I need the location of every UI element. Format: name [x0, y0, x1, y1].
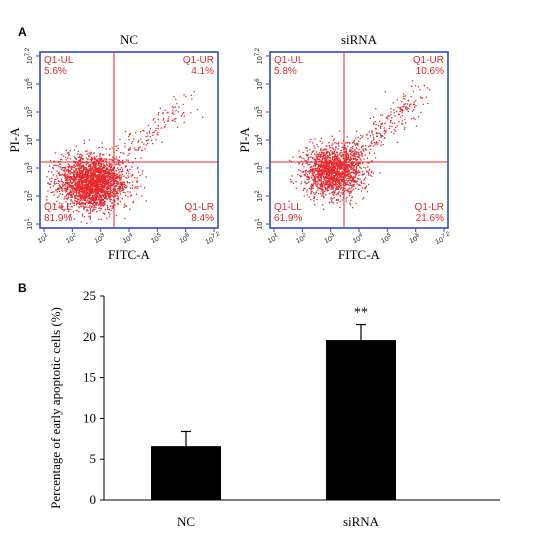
y-tick-label: 0 — [90, 492, 97, 507]
y-tick-label: 103 — [255, 162, 264, 174]
bar-sirna — [326, 340, 396, 500]
x-category-label: siRNA — [343, 514, 380, 529]
panel-label-a: A — [18, 25, 27, 39]
x-axis-label: FITC-A — [108, 247, 151, 262]
x-tick-label: 105 — [149, 232, 163, 245]
quadrant-name-lr: Q1-LR — [185, 202, 214, 213]
quadrant-value-ll: 61.9% — [274, 213, 302, 224]
panel-label-b: B — [18, 281, 27, 295]
quadrant-value-ul: 5.8% — [274, 66, 297, 77]
x-tick-label: 107.2 — [204, 231, 223, 246]
x-tick-label: 104 — [121, 232, 135, 245]
x-tick-label: 102 — [294, 232, 308, 245]
x-tick-label: 105 — [379, 232, 393, 245]
event-dots — [288, 80, 431, 210]
y-tick-label: 5 — [90, 451, 97, 466]
y-axis-label: PI-A — [237, 127, 252, 153]
y-tick-label: 10 — [83, 410, 96, 425]
quadrant-name-ur: Q1-UR — [183, 55, 214, 66]
y-tick-label: 102 — [255, 190, 264, 202]
quadrant-value-lr: 21.6% — [416, 213, 444, 224]
event-dots — [45, 91, 204, 224]
quadrant-name-lr: Q1-LR — [415, 202, 444, 213]
x-tick-label: 106 — [178, 232, 192, 245]
y-tick-label: 20 — [83, 329, 96, 344]
bar-y-axis-label: Percentage of early apoptotic cells (%) — [48, 307, 63, 509]
quadrant-value-ur: 4.1% — [191, 66, 214, 77]
y-tick-label: 103 — [25, 162, 34, 174]
y-tick-label: 106 — [25, 78, 34, 90]
quadrant-name-ul: Q1-UL — [274, 55, 304, 66]
y-tick-label: 104 — [255, 134, 264, 146]
x-tick-label: 106 — [408, 232, 422, 245]
x-tick-label: 103 — [93, 232, 107, 245]
scatter-plots: Q1-UL5.6%Q1-UR4.1%Q1-LL81.9%Q1-LR8.4%NCF… — [7, 32, 453, 262]
y-tick-label: 106 — [255, 78, 264, 90]
x-tick-label: 104 — [351, 232, 365, 245]
quadrant-name-ul: Q1-UL — [44, 55, 74, 66]
plot-title: siRNA — [341, 32, 378, 47]
bar-chart: 0 5 10 15 20 25 Percentage of early apoptotic … — [48, 288, 500, 529]
quadrant-value-lr: 8.4% — [191, 213, 214, 224]
quadrant-name-ll: Q1-LL — [44, 202, 72, 213]
x-tick-label: 102 — [64, 232, 78, 245]
quadrant-value-ul: 5.6% — [44, 66, 67, 77]
x-tick-label: 101 — [36, 232, 50, 245]
y-tick-label: 105 — [255, 106, 264, 118]
y-tick-label: 107.2 — [255, 47, 264, 64]
y-tick-label: 104 — [25, 134, 34, 146]
x-category-label: NC — [177, 514, 195, 529]
quadrant-value-ll: 81.9% — [44, 213, 72, 224]
x-tick-label: 107.2 — [434, 231, 453, 246]
y-tick-label: 25 — [83, 288, 96, 303]
y-tick-label: 15 — [83, 370, 96, 385]
quadrant-value-ur: 10.6% — [416, 66, 444, 77]
plot-title: NC — [120, 32, 138, 47]
y-tick-label: 101 — [255, 218, 264, 230]
plot-frame — [269, 51, 449, 229]
x-tick-label: 101 — [266, 232, 280, 245]
y-axis-label: PI-A — [7, 127, 22, 153]
significance-annotation: ** — [354, 306, 368, 321]
y-tick-label: 101 — [25, 218, 34, 230]
y-tick-label: 107.2 — [25, 47, 34, 64]
y-tick-label: 102 — [25, 190, 34, 202]
y-tick-label: 105 — [25, 106, 34, 118]
quadrant-name-ur: Q1-UR — [413, 55, 444, 66]
x-axis-label: FITC-A — [338, 247, 381, 262]
quadrant-name-ll: Q1-LL — [274, 202, 302, 213]
bar-nc — [151, 446, 221, 500]
x-tick-label: 103 — [323, 232, 337, 245]
